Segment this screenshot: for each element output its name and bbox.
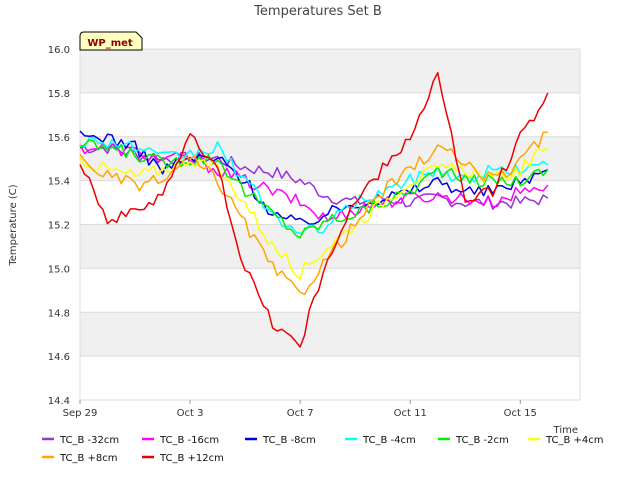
legend-label: TC_B -2cm <box>455 435 509 446</box>
legend-item: TC_B +8cm <box>42 453 118 464</box>
x-axis-label: Time <box>553 425 578 436</box>
y-tick-label: 16.0 <box>48 45 70 56</box>
legend-item: TC_B +4cm <box>528 435 604 446</box>
legend-item: TC_B -2cm <box>438 435 509 446</box>
y-tick-label: 14.6 <box>48 352 70 363</box>
x-tick-label: Oct 11 <box>394 408 427 419</box>
y-tick-label: 14.8 <box>48 308 70 319</box>
legend-label: TC_B -4cm <box>362 435 416 446</box>
series-line-tc-b-+4cm <box>79 147 549 281</box>
series-line-tc-b-+12cm <box>79 71 549 348</box>
y-tick-label: 15.6 <box>48 133 70 144</box>
legend-label: TC_B +8cm <box>59 453 118 464</box>
x-axis-ticks: Sep 29 Oct 3 Oct 7 Oct 11 Oct 15 <box>63 400 537 419</box>
legend: TC_B -32cm TC_B -16cm TC_B -8cm TC_B -4cm TC… <box>42 435 604 464</box>
grid-band <box>80 312 580 357</box>
legend-label: TC_B -16cm <box>159 435 219 446</box>
y-tick-label: 14.4 <box>48 396 70 407</box>
series-line-tc-b--8cm <box>79 130 549 225</box>
grid-band <box>80 49 580 93</box>
y-tick-label: 15.4 <box>48 177 70 188</box>
legend-label: TC_B -8cm <box>262 435 316 446</box>
x-tick-label: Oct 7 <box>287 408 314 419</box>
station-badge: WP_met <box>79 31 143 51</box>
series-line-tc-b--2cm <box>79 139 549 239</box>
legend-label: TC_B +12cm <box>159 453 224 464</box>
x-tick-label: Sep 29 <box>63 408 98 419</box>
legend-label: TC_B -32cm <box>59 435 119 446</box>
y-axis-ticks: 14.4 14.6 14.8 15.0 15.2 15.4 15.6 15.8 16.0 <box>48 45 70 407</box>
legend-item: TC_B -8cm <box>245 435 316 446</box>
y-tick-label: 15.8 <box>48 89 70 100</box>
legend-label: TC_B +4cm <box>545 435 604 446</box>
legend-item: TC_B -16cm <box>142 435 219 446</box>
grid-bands <box>80 49 580 357</box>
legend-item: TC_B +12cm <box>142 453 224 464</box>
legend-item: TC_B -32cm <box>42 435 119 446</box>
y-tick-label: 15.2 <box>48 221 70 232</box>
chart-title: Temperatures Set B <box>253 4 382 19</box>
legend-item: TC_B -4cm <box>345 435 416 446</box>
y-axis-label: Temperature (C) <box>8 184 19 266</box>
series-line-tc-b--16cm <box>79 143 549 222</box>
x-tick-label: Oct 15 <box>504 408 537 419</box>
y-tick-label: 15.0 <box>48 264 70 275</box>
x-tick-label: Oct 3 <box>177 408 204 419</box>
series-lines <box>79 71 549 348</box>
series-line-tc-b-+8cm <box>79 131 548 296</box>
station-badge-label: WP_met <box>87 38 133 49</box>
